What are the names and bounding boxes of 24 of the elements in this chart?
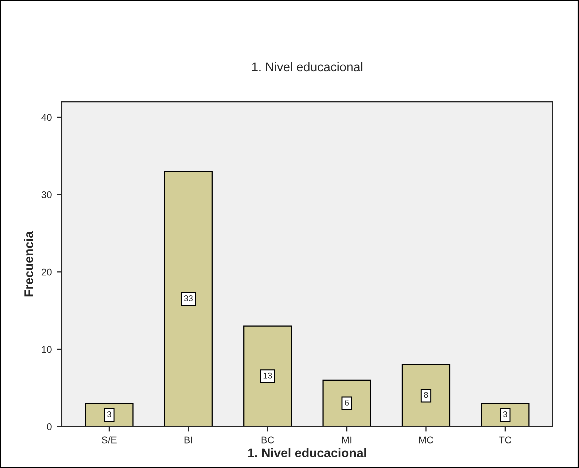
data-label: 3 — [503, 412, 508, 418]
y-tick-label: 30 — [42, 192, 52, 198]
bar — [244, 326, 292, 427]
data-label: 8 — [424, 392, 428, 398]
chart-title: 1. Nivel educacional — [252, 62, 363, 72]
x-tick-label: S/E — [102, 436, 117, 444]
y-tick-label: 20 — [42, 268, 52, 276]
bar — [322, 380, 372, 427]
data-label: 6 — [345, 400, 349, 406]
x-tick-label: MC — [419, 436, 434, 444]
x-tick-label: BI — [184, 436, 192, 444]
data-label: 33 — [184, 296, 193, 302]
y-tick-label: 0 — [47, 424, 52, 430]
bar — [164, 171, 213, 427]
x-tick-label: TC — [499, 436, 512, 444]
data-label: 3 — [107, 412, 112, 418]
x-axis-title: 1. Nivel educacional — [248, 448, 366, 458]
y-tick-label: 40 — [42, 114, 52, 122]
y-axis-title: Frecuencia — [24, 231, 34, 297]
data-label: 13 — [264, 372, 272, 379]
x-tick-label: MI — [342, 436, 352, 444]
y-tick-label: 10 — [42, 346, 52, 354]
x-tick-label: BC — [262, 436, 274, 444]
bar — [402, 364, 451, 427]
